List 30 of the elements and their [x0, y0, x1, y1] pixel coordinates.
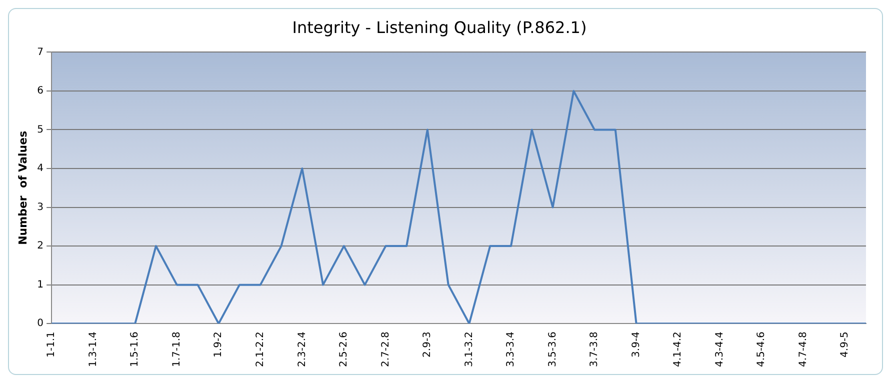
y-tick-label: 7 — [37, 46, 44, 58]
x-tick-label: 2.3-2.4 — [296, 332, 308, 368]
y-tick-label: 5 — [37, 124, 44, 136]
x-tick-label: 1.9-2 — [213, 332, 224, 358]
y-axis-title: Number of Values — [16, 130, 30, 245]
x-tick-label: 1.5-1.6 — [130, 332, 141, 368]
x-tick-label: 2.7-2.8 — [380, 332, 392, 368]
x-tick-label: 1-1.1 — [46, 332, 58, 358]
x-tick-label: 3.3-3.4 — [506, 332, 517, 368]
x-tick-label: 4.3-4.4 — [714, 332, 726, 368]
y-tick-label: 1 — [37, 279, 44, 290]
x-tick-label: 2.9-3 — [422, 332, 434, 358]
y-tick-label: 6 — [37, 86, 44, 97]
x-tick-label: 4.7-4.8 — [798, 332, 809, 368]
x-tick-label: 1.7-1.8 — [171, 332, 182, 368]
y-tick-label: 2 — [37, 240, 44, 252]
x-tick-label: 2.1-2.2 — [254, 332, 266, 368]
x-tick-label: 3.1-3.2 — [464, 332, 475, 368]
x-tick-label: 4.9-5 — [840, 332, 851, 358]
x-tick-label: 3.9-4 — [630, 332, 642, 358]
x-tick-label: 4.5-4.6 — [756, 332, 768, 368]
x-tick-label: 2.5-2.6 — [338, 332, 350, 368]
x-tick-label: 1.3-1.4 — [88, 332, 99, 368]
y-tick-label: 4 — [37, 163, 44, 174]
x-tick-label: 3.7-3.8 — [589, 332, 600, 368]
y-tick-label: 3 — [37, 202, 44, 213]
y-tick-label: 0 — [37, 318, 44, 330]
x-tick-label: 3.5-3.6 — [547, 332, 558, 368]
chart-title: Integrity - Listening Quality (P.862.1) — [292, 18, 587, 37]
x-tick-label: 4.1-4.2 — [672, 332, 684, 368]
